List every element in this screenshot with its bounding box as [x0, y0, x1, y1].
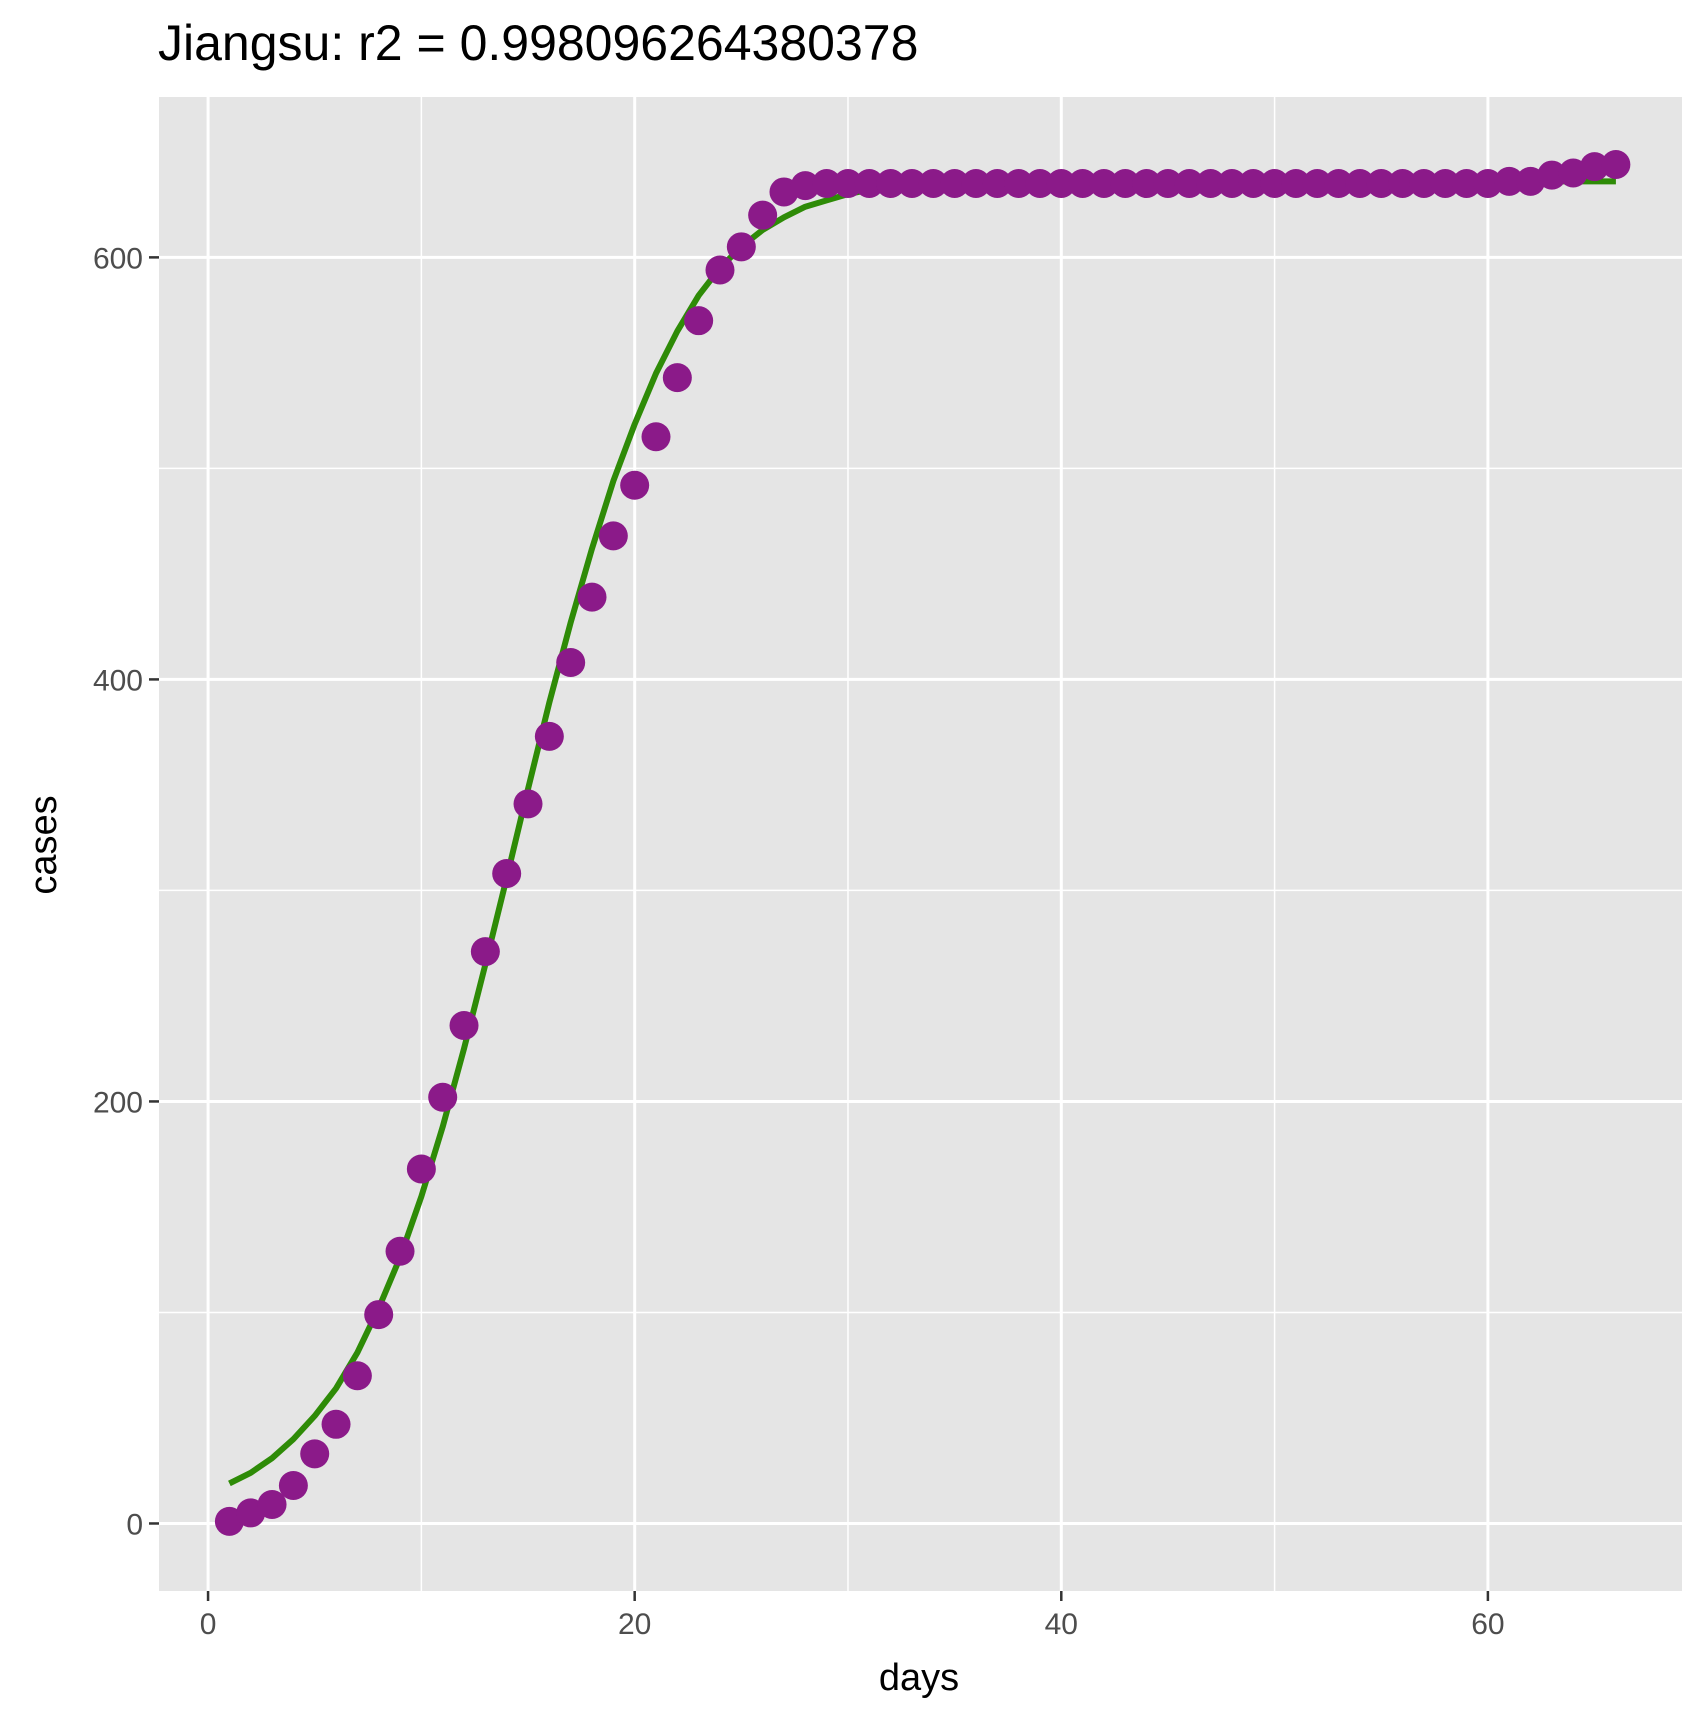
data-point — [1494, 166, 1524, 196]
data-point — [1473, 169, 1503, 199]
data-point — [940, 169, 970, 199]
data-point — [1046, 169, 1076, 199]
data-point — [726, 232, 756, 262]
data-point — [1302, 169, 1332, 199]
data-point — [513, 789, 543, 819]
data-point — [577, 582, 607, 612]
data-point — [1580, 152, 1610, 182]
data-point — [662, 363, 692, 393]
data-point — [300, 1439, 330, 1469]
plot-panel — [159, 97, 1682, 1591]
data-point — [1324, 169, 1354, 199]
data-point — [790, 171, 820, 201]
data-point — [684, 306, 714, 336]
minor-gridlines — [159, 97, 1682, 1591]
data-point — [812, 169, 842, 199]
x-axis-tick-labels: 0 20 40 60 — [200, 1608, 1505, 1641]
data-point — [1366, 169, 1396, 199]
data-point — [1537, 160, 1567, 190]
data-point — [961, 169, 991, 199]
data-point — [428, 1082, 458, 1112]
data-point — [1260, 169, 1290, 199]
data-point — [854, 169, 884, 199]
data-point — [1132, 169, 1162, 199]
data-point — [833, 169, 863, 199]
data-point — [1196, 169, 1226, 199]
data-point — [620, 470, 650, 500]
data-point — [705, 255, 735, 285]
y-tick-label: 0 — [126, 1508, 143, 1541]
data-point — [1452, 169, 1482, 199]
data-point — [1409, 169, 1439, 199]
data-point — [1174, 169, 1204, 199]
data-point — [278, 1470, 308, 1500]
data-point — [556, 648, 586, 678]
data-point — [748, 200, 778, 230]
axis-ticks — [149, 256, 1490, 1601]
data-point — [1004, 169, 1034, 199]
data-point — [641, 422, 671, 452]
data-point — [1345, 169, 1375, 199]
data-point — [1238, 169, 1268, 199]
data-point — [1110, 169, 1140, 199]
data-point — [492, 859, 522, 889]
data-points — [214, 150, 1631, 1536]
data-point — [534, 721, 564, 751]
data-point — [982, 169, 1012, 199]
major-gridlines — [159, 97, 1682, 1591]
data-point — [1153, 169, 1183, 199]
data-point — [897, 169, 927, 199]
data-point — [470, 937, 500, 967]
x-tick-label: 60 — [1471, 1608, 1504, 1641]
data-point — [598, 521, 628, 551]
y-tick-label: 200 — [93, 1086, 143, 1119]
data-point — [1089, 169, 1119, 199]
data-point — [1217, 169, 1247, 199]
data-point — [1388, 169, 1418, 199]
x-tick-label: 20 — [618, 1608, 651, 1641]
data-point — [449, 1010, 479, 1040]
data-point — [257, 1489, 287, 1519]
y-tick-label: 600 — [93, 242, 143, 275]
data-point — [385, 1236, 415, 1266]
x-tick-label: 0 — [200, 1608, 217, 1641]
data-point — [321, 1409, 351, 1439]
data-point — [1025, 169, 1055, 199]
x-axis-title: days — [879, 1657, 959, 1699]
data-point — [364, 1300, 394, 1330]
y-tick-label: 400 — [93, 664, 143, 697]
data-point — [1430, 169, 1460, 199]
data-point — [1068, 169, 1098, 199]
chart-title: Jiangsu: r2 = 0.998096264380378 — [158, 15, 918, 71]
data-point — [1281, 169, 1311, 199]
data-point — [342, 1361, 372, 1391]
x-tick-label: 40 — [1045, 1608, 1078, 1641]
data-point — [876, 169, 906, 199]
data-point — [918, 169, 948, 199]
y-axis-title: cases — [23, 795, 65, 894]
data-point — [1601, 150, 1631, 180]
data-point — [406, 1154, 436, 1184]
y-axis-tick-labels: 0 200 400 600 — [93, 242, 143, 1541]
